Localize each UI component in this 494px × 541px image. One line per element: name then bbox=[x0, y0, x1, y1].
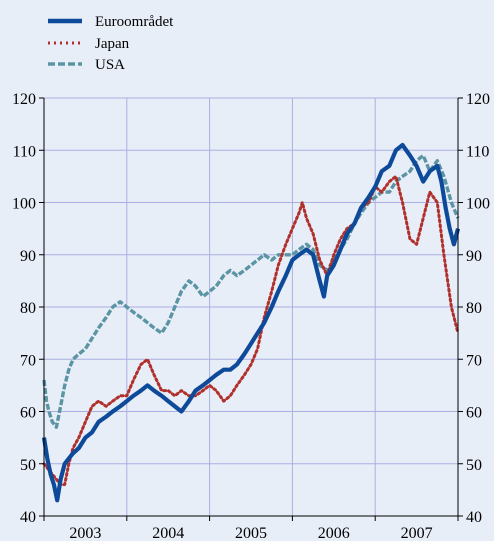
y-tick-label-left: 120 bbox=[12, 91, 36, 108]
y-tick-label-right: 60 bbox=[466, 405, 482, 422]
y-tick-label-left: 110 bbox=[13, 143, 36, 160]
series-lines bbox=[41, 142, 461, 503]
x-tick-label-2007: 2007 bbox=[401, 525, 433, 541]
y-tick-label-left: 50 bbox=[20, 457, 36, 474]
series-line-japan bbox=[42, 174, 460, 487]
x-tick-label-2006: 2006 bbox=[318, 525, 350, 541]
y-tick-label-right: 80 bbox=[466, 300, 482, 317]
y-tick-label-left: 70 bbox=[20, 352, 36, 369]
series-line-usa bbox=[42, 153, 460, 429]
legend-label-japan: Japan bbox=[95, 36, 130, 52]
x-tick-label-2005: 2005 bbox=[235, 525, 267, 541]
y-tick-label-left: 60 bbox=[20, 405, 36, 422]
legend: Euroområdet Japan USA bbox=[48, 14, 174, 73]
y-tick-label-right: 50 bbox=[466, 457, 482, 474]
series-line-euroomr-det bbox=[41, 142, 461, 503]
y-tick-label-left: 100 bbox=[12, 196, 36, 213]
y-tick-label-left: 40 bbox=[20, 509, 36, 526]
y-tick-label-right: 120 bbox=[466, 91, 490, 108]
y-tick-label-right: 110 bbox=[466, 143, 489, 160]
y-tick-label-left: 90 bbox=[20, 248, 36, 265]
y-tick-label-right: 90 bbox=[466, 248, 482, 265]
y-tick-label-right: 70 bbox=[466, 352, 482, 369]
y-tick-label-right: 100 bbox=[466, 196, 490, 213]
y-tick-label-right: 40 bbox=[466, 509, 482, 526]
legend-label-euro: Euroområdet bbox=[95, 14, 174, 30]
x-tick-label-2003: 2003 bbox=[69, 525, 101, 541]
x-tick-label-2004: 2004 bbox=[152, 525, 184, 541]
y-tick-label-left: 80 bbox=[20, 300, 36, 317]
legend-label-usa: USA bbox=[95, 57, 125, 73]
axes: 40 40 50 50 60 60 70 70 80 80 90 90 100 100 110 110 120 1… bbox=[12, 91, 490, 541]
